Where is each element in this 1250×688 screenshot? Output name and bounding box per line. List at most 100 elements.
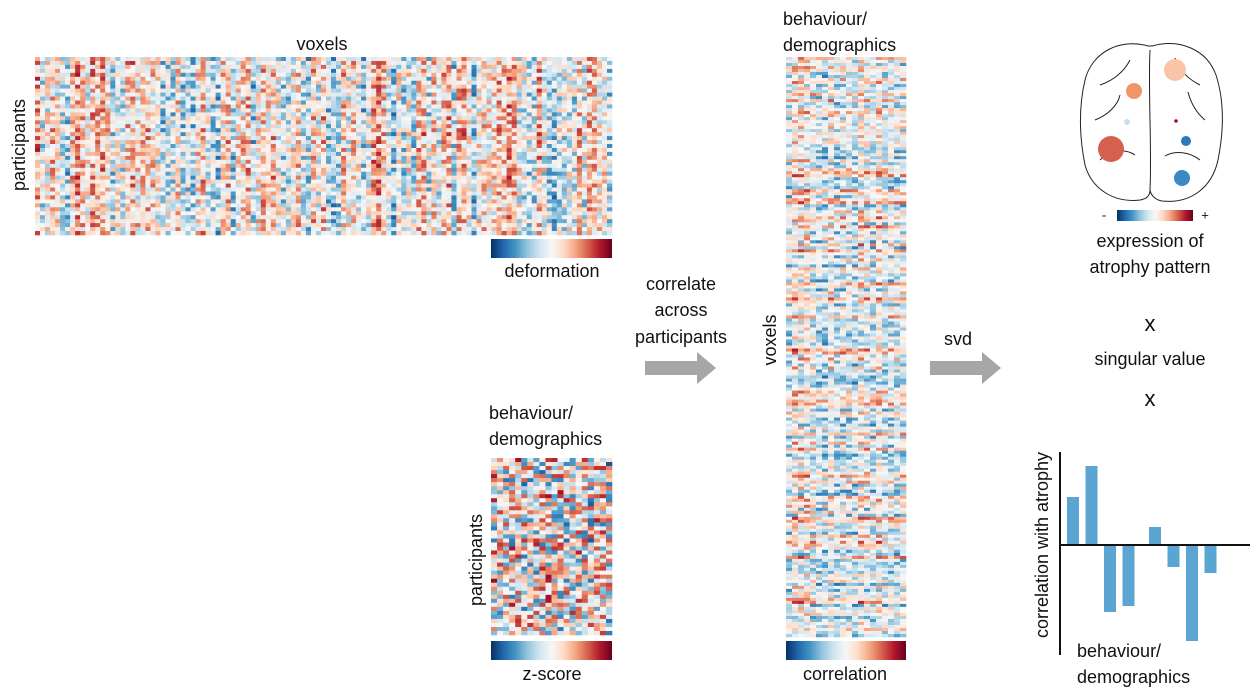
- heatmap-cell: [336, 65, 341, 69]
- heatmap-cell: [75, 128, 80, 132]
- heatmap-cell: [196, 112, 201, 116]
- heatmap-cell: [75, 73, 80, 77]
- heatmap-cell: [421, 81, 426, 85]
- heatmap-cell: [416, 152, 421, 156]
- heatmap-cell: [451, 184, 456, 188]
- heatmap-cell: [231, 211, 236, 215]
- heatmap-cell: [426, 77, 431, 81]
- heatmap-cell: [130, 215, 135, 219]
- heatmap-cell: [221, 108, 226, 112]
- heatmap-cell: [426, 207, 431, 211]
- heatmap-cell: [50, 105, 55, 109]
- heatmap-cell: [552, 160, 557, 164]
- heatmap-cell: [507, 152, 512, 156]
- heatmap-cell: [431, 132, 436, 136]
- heatmap-cell: [135, 223, 140, 227]
- heatmap-cell: [176, 172, 181, 176]
- heatmap-cell: [216, 223, 221, 227]
- heatmap-cell: [467, 57, 472, 61]
- heatmap-cell: [366, 73, 371, 77]
- heatmap-cell: [552, 73, 557, 77]
- heatmap-cell: [251, 207, 256, 211]
- heatmap-cell: [130, 152, 135, 156]
- heatmap-cell: [256, 97, 261, 101]
- heatmap-cell: [376, 112, 381, 116]
- heatmap-cell: [497, 219, 502, 223]
- heatmap-cell: [110, 112, 115, 116]
- heatmap-cell: [376, 105, 381, 109]
- heatmap-cell: [517, 105, 522, 109]
- heatmap-cell: [261, 148, 266, 152]
- heatmap-cell: [542, 168, 547, 172]
- heatmap-cell: [547, 219, 552, 223]
- heatmap-cell: [150, 160, 155, 164]
- heatmap-cell: [95, 227, 100, 231]
- heatmap-cell: [216, 176, 221, 180]
- heatmap-cell: [95, 164, 100, 168]
- heatmap-cell: [296, 180, 301, 184]
- heatmap-cell: [401, 199, 406, 203]
- heatmap-cell: [85, 199, 90, 203]
- heatmap-cell: [567, 112, 572, 116]
- heatmap-cell: [60, 148, 65, 152]
- heatmap-cell: [467, 128, 472, 132]
- heatmap-cell: [587, 61, 592, 65]
- heatmap-cell: [462, 73, 467, 77]
- heatmap-cell: [492, 120, 497, 124]
- heatmap-cell: [140, 85, 145, 89]
- heatmap-cell: [316, 57, 321, 61]
- heatmap-cell: [155, 112, 160, 116]
- heatmap-cell: [527, 61, 532, 65]
- heatmap-cell: [502, 132, 507, 136]
- heatmap-cell: [577, 203, 582, 207]
- heatmap-cell: [191, 140, 196, 144]
- heatmap-cell: [115, 203, 120, 207]
- heatmap-cell: [251, 132, 256, 136]
- heatmap-cell: [201, 128, 206, 132]
- heatmap-cell: [291, 132, 296, 136]
- heatmap-cell: [582, 69, 587, 73]
- heatmap-cell: [426, 156, 431, 160]
- heatmap-cell: [492, 136, 497, 140]
- heatmap-cell: [607, 69, 612, 73]
- heatmap-cell: [512, 160, 517, 164]
- heatmap-cell: [266, 112, 271, 116]
- heatmap-cell: [602, 105, 607, 109]
- heatmap-cell: [321, 116, 326, 120]
- heatmap-cell: [326, 61, 331, 65]
- heatmap-cell: [216, 120, 221, 124]
- heatmap-cell: [140, 89, 145, 93]
- heatmap-cell: [512, 116, 517, 120]
- heatmap-cell: [356, 61, 361, 65]
- heatmap-cell: [236, 116, 241, 120]
- heatmap-cell: [226, 192, 231, 196]
- heatmap-cell: [85, 160, 90, 164]
- heatmap-cell: [256, 172, 261, 176]
- heatmap-cell: [211, 65, 216, 69]
- heatmap-cell: [206, 69, 211, 73]
- heatmap-cell: [457, 57, 462, 61]
- heatmap-cell: [497, 65, 502, 69]
- heatmap-cell: [150, 85, 155, 89]
- heatmap-cell: [426, 223, 431, 227]
- heatmap-cell: [75, 223, 80, 227]
- heatmap-cell: [236, 211, 241, 215]
- heatmap-cell: [356, 77, 361, 81]
- heatmap-cell: [557, 215, 562, 219]
- heatmap-cell: [90, 215, 95, 219]
- heatmap-cell: [436, 160, 441, 164]
- heatmap-cell: [477, 108, 482, 112]
- heatmap-cell: [577, 223, 582, 227]
- heatmap-cell: [186, 144, 191, 148]
- heatmap-cell: [160, 124, 165, 128]
- heatmap-cell: [532, 195, 537, 199]
- heatmap-cell: [160, 164, 165, 168]
- heatmap-cell: [497, 192, 502, 196]
- heatmap-cell: [286, 112, 291, 116]
- heatmap-cell: [191, 97, 196, 101]
- heatmap-cell: [537, 152, 542, 156]
- heatmap-cell: [522, 57, 527, 61]
- heatmap-cell: [236, 124, 241, 128]
- heatmap-cell: [95, 73, 100, 77]
- heatmap-cell: [602, 195, 607, 199]
